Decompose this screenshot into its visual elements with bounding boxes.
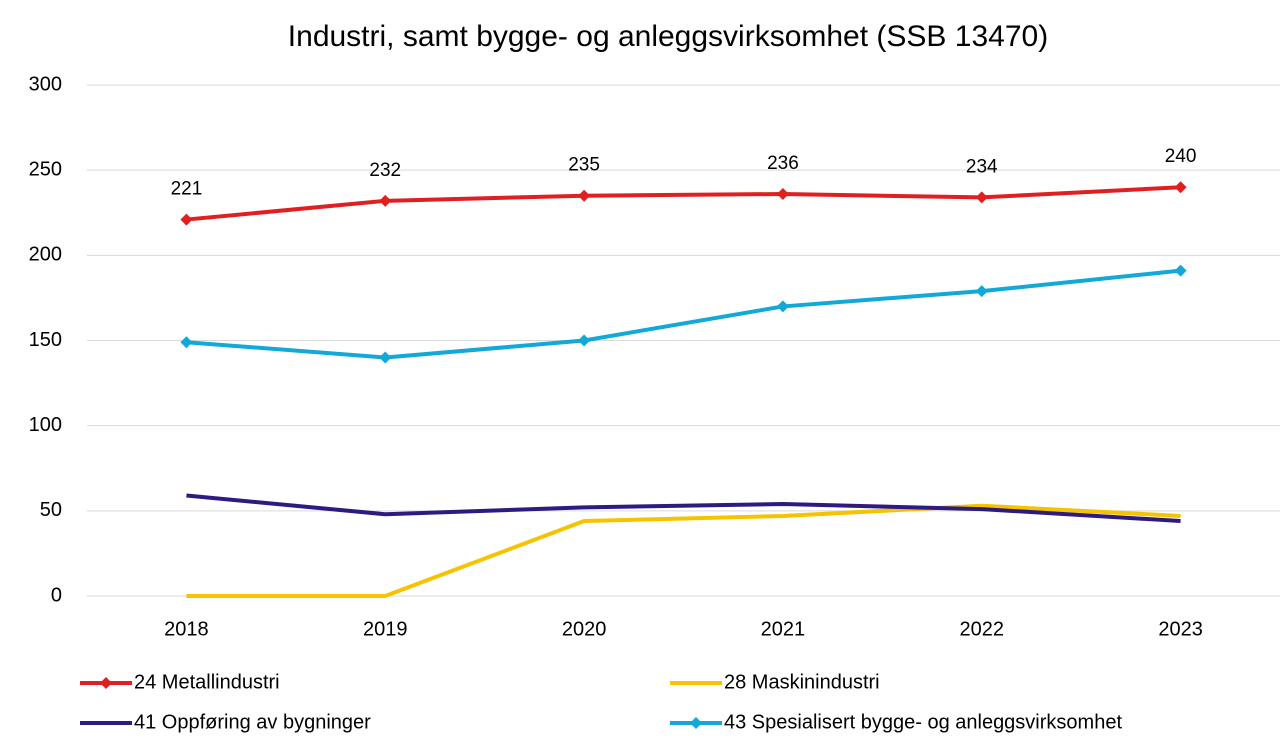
data-label: 232 <box>369 160 401 181</box>
point-marker <box>776 188 789 201</box>
series-line <box>186 503 1181 598</box>
x-tick-label: 2019 <box>363 618 408 640</box>
data-label: 221 <box>171 179 203 200</box>
legend-label: 28 Maskinindustri <box>724 671 880 693</box>
point-marker <box>379 194 392 207</box>
x-tick-label: 2020 <box>562 618 607 640</box>
point-marker <box>1174 181 1187 194</box>
series-line <box>186 185 1181 222</box>
series-line <box>186 268 1181 360</box>
x-tick-label: 2021 <box>761 618 806 640</box>
data-label: 236 <box>767 153 799 174</box>
point-marker <box>180 213 193 226</box>
x-tick-label: 2022 <box>960 618 1005 640</box>
point-marker <box>975 191 988 204</box>
point-marker <box>578 334 591 347</box>
y-tick-label: 100 <box>29 414 62 436</box>
y-tick-label: 200 <box>29 244 62 266</box>
y-tick-label: 300 <box>29 73 62 95</box>
data-label: 235 <box>568 155 600 176</box>
point-marker <box>1174 264 1187 277</box>
y-tick-label: 150 <box>29 329 62 351</box>
chart-title: Industri, samt bygge- og anleggsvirksomh… <box>288 20 1048 53</box>
series-line <box>186 493 1181 524</box>
y-tick-label: 0 <box>51 584 62 606</box>
data-label: 234 <box>966 156 998 177</box>
legend-label: 41 Oppføring av bygninger <box>134 711 371 733</box>
y-tick-label: 50 <box>40 499 62 521</box>
point-marker <box>379 351 392 364</box>
y-tick-label: 250 <box>29 158 62 180</box>
x-tick-label: 2018 <box>164 618 209 640</box>
legend-marker <box>100 677 112 689</box>
point-marker <box>578 189 591 202</box>
legend-label: 43 Spesialisert bygge- og anleggsvirksom… <box>724 711 1122 733</box>
point-marker <box>776 300 789 313</box>
legend-marker <box>690 717 702 729</box>
x-tick-label: 2023 <box>1158 618 1203 640</box>
legend-label: 24 Metallindustri <box>134 671 280 693</box>
point-marker <box>180 336 193 349</box>
data-label: 240 <box>1165 146 1197 167</box>
point-marker <box>975 285 988 298</box>
